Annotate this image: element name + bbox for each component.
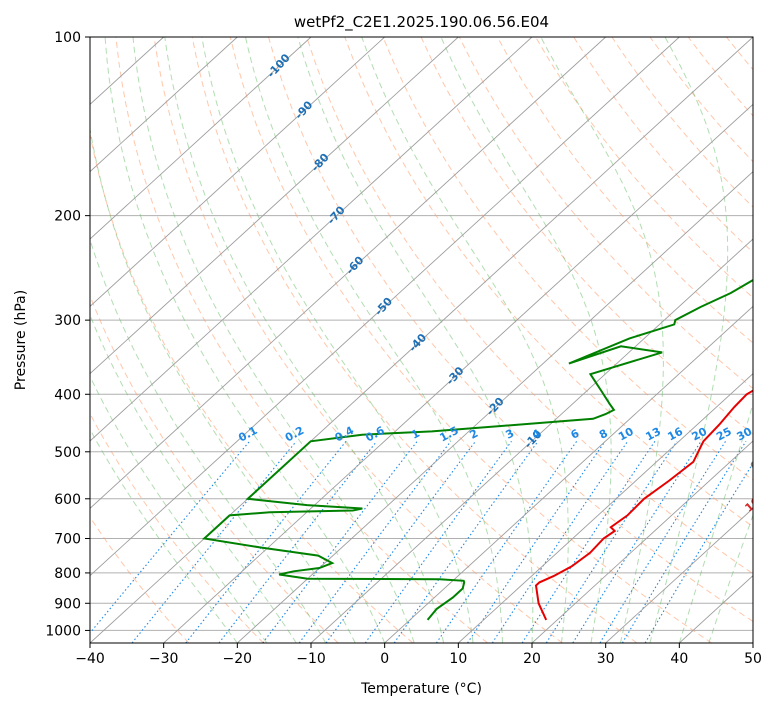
moist-adiabat (246, 37, 503, 643)
mixing-ratio-label: 13 (643, 425, 663, 444)
mixing-ratio-label: 0.6 (363, 424, 387, 445)
x-axis-label: Temperature (°C) (360, 681, 482, 697)
y-tick-label: 200 (54, 209, 81, 225)
moist-adiabat (441, 37, 611, 643)
mixing-ratio-line (622, 441, 746, 643)
moist-adiabat (80, 37, 355, 643)
y-tick-label: 800 (54, 566, 81, 582)
y-tick-label: 1000 (45, 623, 81, 639)
x-tick-label: 0 (380, 651, 389, 667)
dry-adiabat (1, 37, 263, 643)
moist-adiabat (18, 37, 267, 643)
isotherm-line (0, 37, 237, 643)
y-tick-label: 700 (54, 532, 81, 548)
dry-adiabat (650, 37, 775, 643)
mixing-ratio-line (600, 441, 726, 643)
dry-adiabat (726, 37, 775, 643)
mixing-ratio-label: 16 (665, 425, 685, 444)
chart-title: wetPf2_C2E1.2025.190.06.56.E04 (294, 13, 549, 32)
moist-adiabat (105, 37, 385, 643)
mixing-ratio-line (132, 441, 296, 643)
y-tick-label: 100 (54, 30, 81, 46)
mixing-ratio-line (436, 441, 576, 643)
mixing-ratio-label: 2 (467, 427, 480, 442)
dry-adiabat (345, 37, 775, 643)
y-tick-label: 900 (54, 596, 81, 612)
dry-adiabat (154, 37, 562, 643)
dry-adiabat (765, 37, 775, 643)
dry-adiabat (612, 37, 775, 643)
mixing-ratio-label: 1 (409, 427, 422, 442)
moist-adiabat (165, 37, 444, 643)
dry-adiabat (421, 37, 775, 643)
y-tick-label: 500 (54, 445, 81, 461)
red-isopleth-label: 20 (753, 524, 773, 544)
y-tick-label: 300 (54, 313, 81, 329)
isotherm-line (0, 37, 311, 643)
mixing-ratio-line (468, 441, 606, 643)
x-tick-label: 20 (523, 651, 541, 667)
moist-adiabat (0, 37, 237, 643)
isotherm-line (0, 37, 606, 643)
dry-adiabat (116, 37, 488, 643)
moist-adiabat (37, 37, 296, 643)
mixing-ratio-label: 0.1 (236, 424, 259, 445)
isotherm-line (0, 37, 385, 643)
x-tick-label: 30 (597, 651, 615, 667)
x-tick-label: 50 (744, 651, 762, 667)
x-tick-label: 10 (449, 651, 467, 667)
x-tick-label: −30 (149, 651, 179, 667)
moist-adiabat (541, 37, 664, 643)
dry-adiabat (536, 37, 775, 643)
moist-adiabat (709, 37, 775, 643)
dry-adiabat (688, 37, 775, 643)
x-tick-label: −10 (296, 651, 326, 667)
y-tick-label: 600 (54, 492, 81, 508)
mixing-ratio-line (492, 441, 627, 643)
y-tick-label: 400 (54, 387, 81, 403)
mixing-ratio-label: 36 (755, 425, 775, 444)
x-tick-label: −40 (75, 651, 105, 667)
mixing-ratio-line (326, 441, 475, 643)
mixing-ratio-label: 6 (569, 426, 582, 441)
isotherm-label: -100 (265, 51, 293, 80)
x-tick-label: −20 (223, 651, 253, 667)
dry-adiabat (269, 37, 775, 643)
mixing-ratio-line (645, 441, 767, 643)
y-axis-label: Pressure (hPa) (13, 290, 29, 390)
x-tick-label: 40 (670, 651, 688, 667)
mixing-ratio-label: 30 (735, 425, 755, 444)
mixing-ratio-label: 20 (690, 425, 710, 444)
isotherm-line (0, 37, 458, 643)
mixing-ratio-label: 0.2 (283, 424, 306, 445)
isotherm-line (753, 37, 775, 643)
dry-adiabat (497, 37, 775, 643)
zero-label: 0 (748, 458, 762, 473)
mixing-ratio-line (546, 441, 677, 643)
isotherm-line (16, 37, 679, 643)
red-isopleth-label: 30 (765, 553, 775, 573)
dry-adiabat (78, 37, 413, 643)
mixing-ratio-label: 3 (503, 427, 516, 442)
isotherm-line (164, 37, 775, 643)
mixing-ratio-line (219, 441, 377, 643)
mixing-ratio-label: 10 (616, 425, 636, 444)
mixing-ratio-line (263, 441, 417, 643)
